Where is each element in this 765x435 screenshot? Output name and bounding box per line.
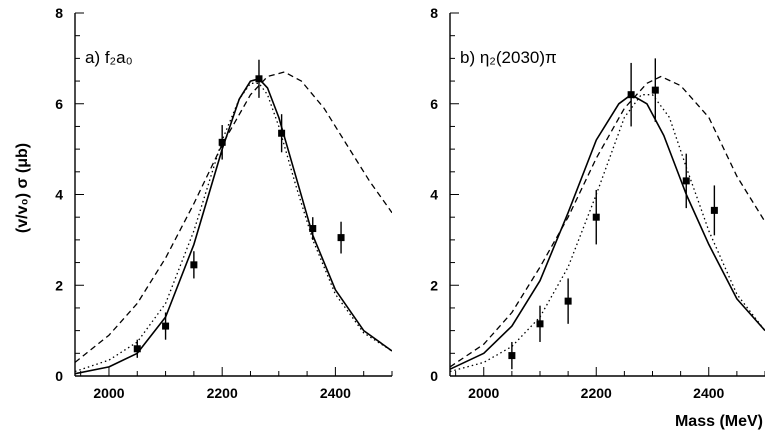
y-tick-label: 4 [55,187,63,203]
x-axis-title: Mass (MeV) [675,413,763,430]
y-tick-label: 4 [430,187,438,203]
data-point [190,261,198,269]
y-axis-title: (v/v₀) σ (μb) [14,143,31,233]
y-tick-label: 2 [55,277,63,293]
x-tick-label: 2400 [320,385,351,401]
fit-curve-dashed [75,71,392,363]
data-point [508,352,516,360]
fit-curve-solid [75,78,392,375]
x-tick-label: 2200 [581,385,612,401]
data-point [651,86,659,94]
x-tick-label: 2400 [693,385,724,401]
y-tick-label: 8 [430,5,438,21]
data-point [218,138,226,146]
data-point [278,129,286,137]
data-point [710,206,718,214]
y-tick-label: 6 [55,96,63,112]
data-point [133,345,141,353]
panel-label: b) η₂(2030)π [460,48,557,67]
y-tick-label: 0 [55,368,63,384]
x-tick-label: 2200 [207,385,238,401]
x-tick-label: 2000 [468,385,499,401]
y-tick-label: 8 [55,5,63,21]
y-tick-label: 6 [430,96,438,112]
fit-curve-dotted [75,82,392,373]
panel-a: 0 2 4 6 8 2000 2200 2400 a) f₂a₀ [55,5,393,401]
data-point [627,91,635,99]
panel-b: 0 2 4 6 8 2000 2200 2400 b) η₂(2030)π [430,5,765,401]
data-point [255,75,263,83]
fit-curve-solid [450,93,765,370]
y-tick-label: 2 [430,277,438,293]
fit-curve-dashed [450,75,765,368]
data-point [592,213,600,221]
y-tick-label: 0 [430,368,438,384]
data-point [682,177,690,185]
data-point [309,225,317,233]
data-point [536,320,544,328]
panel-label: a) f₂a₀ [85,48,133,67]
data-point [564,297,572,305]
x-tick-label: 2000 [93,385,124,401]
data-point [162,322,170,330]
data-point [337,234,345,242]
